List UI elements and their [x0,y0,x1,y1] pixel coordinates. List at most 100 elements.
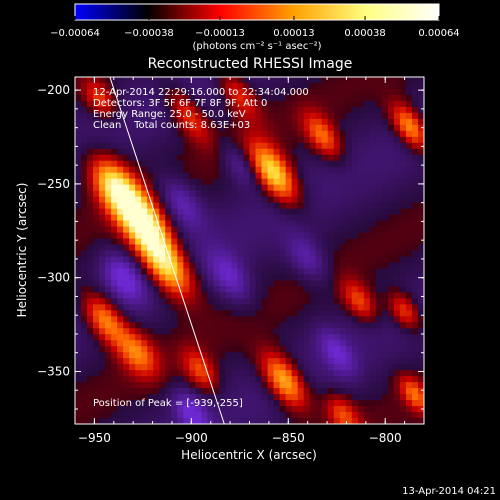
heatmap-cell [159,220,166,228]
heatmap-cell [261,280,269,287]
heatmap-cell [99,100,106,108]
heatmap-cell [381,334,389,341]
heatmap-cell [405,376,413,383]
heatmap-cell [393,178,401,186]
heatmap-cell [249,274,257,282]
heatmap-cell [183,190,190,198]
heatmap-cell [111,382,118,389]
heatmap-cell [243,190,251,198]
heatmap-cell [225,382,233,389]
heatmap-cell [237,346,245,353]
heatmap-cell [93,340,100,347]
heatmap-cell [225,88,233,96]
heatmap-cell [255,244,263,252]
heatmap-cell [267,334,275,341]
heatmap-cell [249,118,257,126]
heatmap-cell [147,226,154,234]
heatmap-cell [171,226,178,234]
heatmap-cell [387,196,395,204]
heatmap-cell [285,208,293,216]
heatmap-cell [363,196,371,204]
heatmap-cell [309,202,317,210]
heatmap-cell [339,100,347,108]
heatmap-cell [387,412,395,419]
heatmap-cell [183,292,190,299]
heatmap-cell [159,352,166,359]
heatmap-cell [225,334,233,341]
heatmap-cell [231,220,239,228]
heatmap-cell [279,274,287,282]
heatmap-cell [297,292,305,299]
heatmap-cell [327,136,335,144]
heatmap-cell [363,220,371,228]
heatmap-cell [273,388,281,395]
heatmap-cell [147,238,154,246]
heatmap-cell [117,310,124,317]
heatmap-cell [81,112,88,120]
heatmap-cell [165,166,172,174]
heatmap-cell [111,148,118,156]
heatmap-cell [387,136,395,144]
heatmap-cell [135,316,142,323]
heatmap-cell [153,88,160,96]
heatmap-cell [321,322,329,329]
heatmap-cell [93,274,100,282]
heatmap-cell [405,94,413,102]
heatmap-cell [339,208,347,216]
heatmap-cell [177,142,184,150]
heatmap-cell [333,202,341,210]
heatmap-cell [291,124,299,132]
heatmap-cell [219,286,227,293]
heatmap-cell [177,346,184,353]
heatmap-cell [87,400,94,407]
heatmap-cell [375,106,383,114]
heatmap-cell [369,280,377,287]
heatmap-cell [117,178,124,186]
heatmap-cell [297,77,305,84]
heatmap-cell [219,304,227,311]
heatmap-cell [225,238,233,246]
heatmap-cell [129,106,136,114]
heatmap-cell [273,250,281,258]
heatmap-cell [177,316,184,323]
heatmap-cell [339,286,347,293]
heatmap-cell [297,352,305,359]
heatmap-cell [387,268,395,276]
heatmap-cell [261,250,269,258]
heatmap-cell [201,376,208,383]
heatmap-cell [99,268,106,276]
heatmap-cell [375,316,383,323]
heatmap-cell [351,202,359,210]
heatmap-cell [213,220,221,228]
heatmap-cell [183,298,190,305]
heatmap-cell [243,256,251,264]
heatmap-cell [171,304,178,311]
heatmap-cell [105,214,112,222]
heatmap-cell [411,232,419,240]
heatmap-cell [333,304,341,311]
heatmap-cell [393,388,401,395]
heatmap-cell [87,418,94,424]
heatmap-cell [399,346,407,353]
heatmap-cell [237,406,245,413]
heatmap-cell [195,166,202,174]
heatmap-cell [105,196,112,204]
heatmap-cell [225,310,233,317]
heatmap-cell [153,322,160,329]
heatmap-cell [339,406,347,413]
heatmap-cell [87,292,94,299]
heatmap-cell [339,328,347,335]
heatmap-cell [309,340,317,347]
heatmap-cell [357,106,365,114]
heatmap-cell [183,232,190,240]
heatmap-cell [123,376,130,383]
heatmap-cell [123,346,130,353]
heatmap-cell [411,208,419,216]
heatmap-cell [177,250,184,258]
heatmap-cell [249,322,257,329]
heatmap-cell [399,382,407,389]
heatmap-cell [291,94,299,102]
heatmap-cell [387,190,395,198]
heatmap-cell [351,334,359,341]
heatmap-cell [141,130,148,138]
